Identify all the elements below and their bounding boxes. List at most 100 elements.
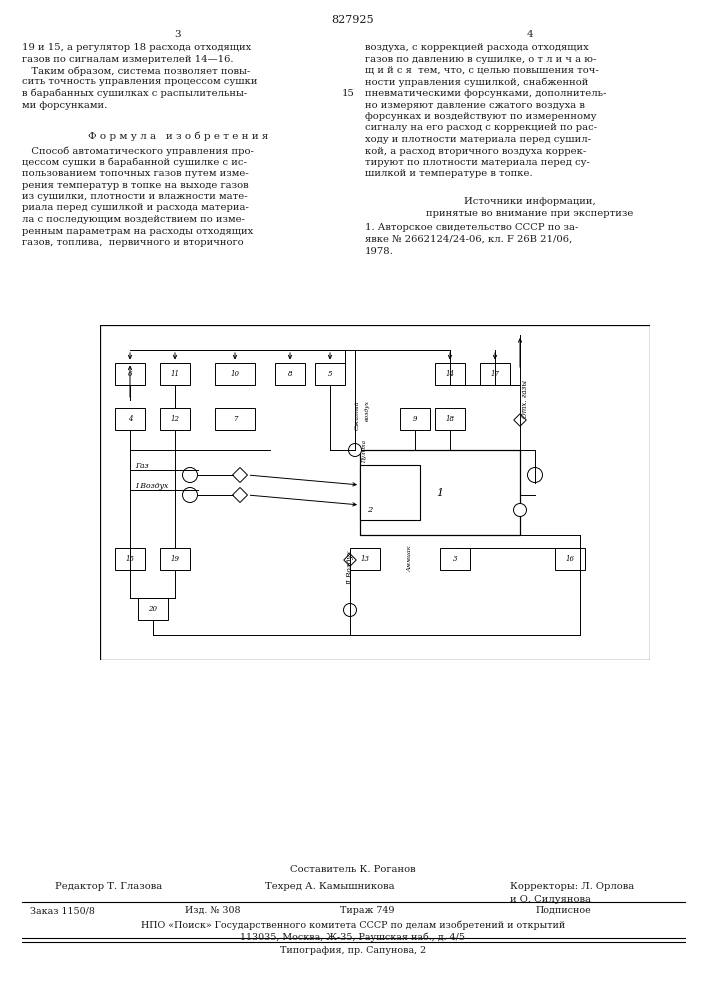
Text: Способ автоматического управления про-: Способ автоматического управления про- [22,146,254,155]
Text: 19: 19 [170,555,180,563]
Circle shape [344,603,356,616]
Text: рения температур в топке на выходе газов: рения температур в топке на выходе газов [22,180,249,190]
Text: Техред А. Камышникова: Техред А. Камышникова [265,882,395,891]
Bar [360,450,520,535]
Text: пользованием топочных газов путем изме-: пользованием топочных газов путем изме- [22,169,249,178]
Text: 19 и 15, а регулятор 18 расхода отходящих: 19 и 15, а регулятор 18 расхода отходящи… [22,43,251,52]
Text: 13: 13 [361,555,370,563]
Text: воздух: воздух [365,400,370,421]
Bar [215,408,255,430]
Bar [160,408,190,430]
Text: газов по давлению в сушилке, о т л и ч а ю-: газов по давлению в сушилке, о т л и ч а… [365,54,597,64]
Bar [115,362,145,385]
Text: 1978.: 1978. [365,246,394,255]
Text: 7: 7 [233,415,238,423]
Text: 16: 16 [566,555,575,563]
Text: Отх. газы: Отх. газы [521,380,529,418]
Text: Источники информации,: Источники информации, [464,198,596,207]
Text: ности управления сушилкой, снабженной: ности управления сушилкой, снабженной [365,78,588,87]
Text: цессом сушки в барабанной сушилке с ис-: цессом сушки в барабанной сушилке с ис- [22,157,247,167]
Text: I Воздух: I Воздух [135,482,168,489]
Circle shape [349,444,361,456]
Text: 17: 17 [491,370,500,378]
Text: Типография, пр. Сапунова, 2: Типография, пр. Сапунова, 2 [280,946,426,955]
Text: 12: 12 [170,415,180,423]
Text: пневматическими форсунками, дополнитель-: пневматическими форсунками, дополнитель- [365,89,607,98]
Text: но измеряют давление сжатого воздуха в: но измеряют давление сжатого воздуха в [365,101,585,109]
Circle shape [527,468,542,483]
Text: 5: 5 [328,370,332,378]
Bar [160,548,190,570]
Text: газов по сигналам измерителей 14—16.: газов по сигналам измерителей 14—16. [22,54,233,64]
Bar [215,362,255,385]
Text: 18: 18 [445,415,455,423]
Text: ренным параметрам на расходы отходящих: ренным параметрам на расходы отходящих [22,227,253,235]
Text: 14: 14 [445,370,455,378]
Bar [275,362,305,385]
Text: ми форсунками.: ми форсунками. [22,101,107,109]
Text: 4: 4 [128,415,132,423]
Text: Подписное: Подписное [535,906,591,915]
Text: Пульта: Пульта [363,440,368,463]
Bar [115,548,145,570]
Text: 3: 3 [175,30,181,39]
Text: форсунках и воздействуют по измеренному: форсунках и воздействуют по измеренному [365,112,597,121]
Text: 8: 8 [288,370,292,378]
Text: 827925: 827925 [332,15,374,25]
Text: 10: 10 [230,370,240,378]
Text: НПО «Поиск» Государственного комитета СССР по делам изобретений и открытий: НПО «Поиск» Государственного комитета СС… [141,920,565,930]
Text: 9: 9 [413,415,417,423]
Text: Ф о р м у л а   и з о б р е т е н и я: Ф о р м у л а и з о б р е т е н и я [88,131,268,141]
Text: риала перед сушилкой и расхода материа-: риала перед сушилкой и расхода материа- [22,204,249,213]
Text: Редактор Т. Глазова: Редактор Т. Глазова [55,882,162,891]
Text: сигналу на его расход с коррекцией по рас-: сигналу на его расход с коррекцией по ра… [365,123,597,132]
Text: Составитель К. Роганов: Составитель К. Роганов [290,865,416,874]
Circle shape [513,504,527,516]
Bar [440,548,470,570]
Text: Корректоры: Л. Орлова: Корректоры: Л. Орлова [510,882,634,891]
Text: Аммиак: Аммиак [407,545,412,572]
Text: 1. Авторское свидетельство СССР по за-: 1. Авторское свидетельство СССР по за- [365,224,578,232]
Text: из сушилки, плотности и влажности мате-: из сушилки, плотности и влажности мате- [22,192,247,201]
Circle shape [182,488,197,502]
Text: 20: 20 [148,605,157,613]
Text: тируют по плотности материала перед су-: тируют по плотности материала перед су- [365,158,590,167]
Text: явке № 2662124/24-06, кл. F 26В 21/06,: явке № 2662124/24-06, кл. F 26В 21/06, [365,235,572,244]
Bar [360,465,420,520]
Text: сить точность управления процессом сушки: сить точность управления процессом сушки [22,78,257,87]
Bar [480,362,510,385]
Text: Изд. № 308: Изд. № 308 [185,906,240,915]
Text: Таким образом, система позволяет повы-: Таким образом, система позволяет повы- [22,66,250,76]
Bar [137,597,168,620]
Bar [315,362,345,385]
Text: Заказ 1150/8: Заказ 1150/8 [30,906,95,915]
Text: 113035, Москва, Ж-35, Раушская наб., д. 4/5: 113035, Москва, Ж-35, Раушская наб., д. … [240,932,465,942]
Text: щ и й с я  тем, что, с целью повышения точ-: щ и й с я тем, что, с целью повышения то… [365,66,599,75]
Text: 2: 2 [368,506,373,514]
Bar [435,408,465,430]
Text: 1: 1 [436,488,443,497]
Text: Сжатый: Сжатый [355,400,360,430]
Text: ла с последующим воздействием по изме-: ла с последующим воздействием по изме- [22,215,245,224]
Bar [350,548,380,570]
Text: в барабанных сушилках с распылительны-: в барабанных сушилках с распылительны- [22,89,247,99]
Text: воздуха, с коррекцией расхода отходящих: воздуха, с коррекцией расхода отходящих [365,43,589,52]
Bar [555,548,585,570]
Polygon shape [344,554,356,566]
Circle shape [182,468,197,483]
Text: кой, а расход вторичного воздуха коррек-: кой, а расход вторичного воздуха коррек- [365,146,586,155]
Text: 11: 11 [170,370,180,378]
Polygon shape [233,488,247,502]
Text: 6: 6 [128,370,132,378]
Bar [115,408,145,430]
Text: шилкой и температуре в топке.: шилкой и температуре в топке. [365,169,532,178]
Polygon shape [514,414,526,426]
Text: газов, топлива,  первичного и вторичного: газов, топлива, первичного и вторичного [22,238,244,247]
Text: II Воздух: II Воздух [346,550,354,585]
Text: ходу и плотности материала перед сушил-: ходу и плотности материала перед сушил- [365,135,591,144]
Text: Газ: Газ [135,462,148,470]
Text: и О. Силуянова: и О. Силуянова [510,895,591,904]
Text: 4: 4 [527,30,533,39]
Text: Тираж 749: Тираж 749 [340,906,395,915]
Text: 3: 3 [452,555,457,563]
